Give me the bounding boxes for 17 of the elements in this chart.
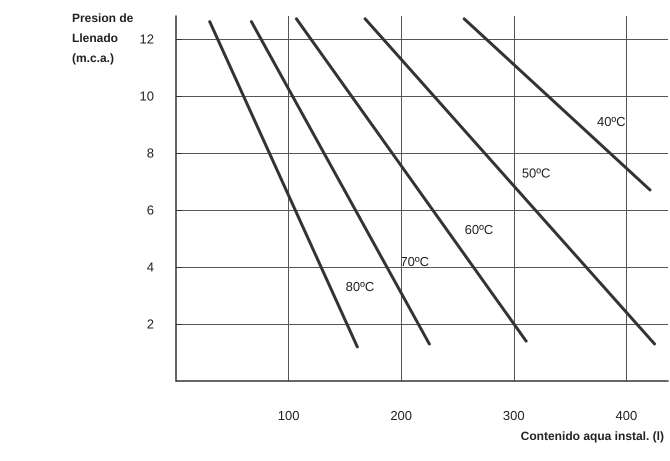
x-tick-label: 200: [390, 408, 412, 423]
x-tick-label: 400: [615, 408, 638, 423]
y-tick-label: 4: [146, 259, 154, 274]
series-label: 60ºC: [464, 222, 494, 237]
x-tick-label: 300: [502, 408, 525, 423]
y-axis-title: Presion de Llenado (m.c.a.): [72, 11, 134, 65]
series-label: 80ºC: [346, 278, 374, 294]
x-tick-label: 100: [278, 408, 300, 423]
y-tick-label: 10: [140, 88, 154, 104]
series-label: 50ºC: [522, 165, 550, 180]
y-tick-label: 8: [146, 145, 154, 160]
y-tick-label: 12: [140, 31, 154, 46]
y-tick-label: 2: [146, 316, 154, 332]
series-label: 70ºC: [400, 254, 430, 269]
series-label: 40ºC: [596, 114, 626, 130]
y-tick-label: 6: [146, 202, 154, 218]
x-axis-title: Contenido aqua instal. (l): [520, 429, 664, 443]
